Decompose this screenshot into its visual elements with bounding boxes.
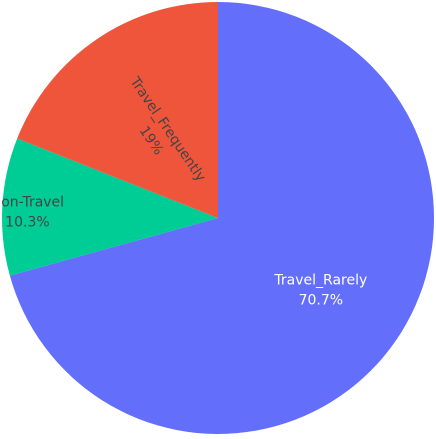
pie-slice-travel-rarely[interactable] bbox=[9, 1, 435, 434]
pie-slice-travel-frequently[interactable] bbox=[17, 2, 219, 218]
slice-percent-label: 10.3% bbox=[5, 214, 49, 230]
slice-label-group: Travel_Rarely 70.7% bbox=[273, 273, 367, 309]
slice-label: Non-Travel bbox=[0, 194, 64, 210]
pie-slice-non-travel[interactable] bbox=[2, 138, 218, 276]
slice-label-group: Non-Travel 10.3% bbox=[0, 194, 64, 230]
slice-label: Travel_Rarely bbox=[273, 273, 367, 289]
pie-slices bbox=[2, 1, 435, 434]
slice-percent-label: 70.7% bbox=[299, 293, 343, 309]
